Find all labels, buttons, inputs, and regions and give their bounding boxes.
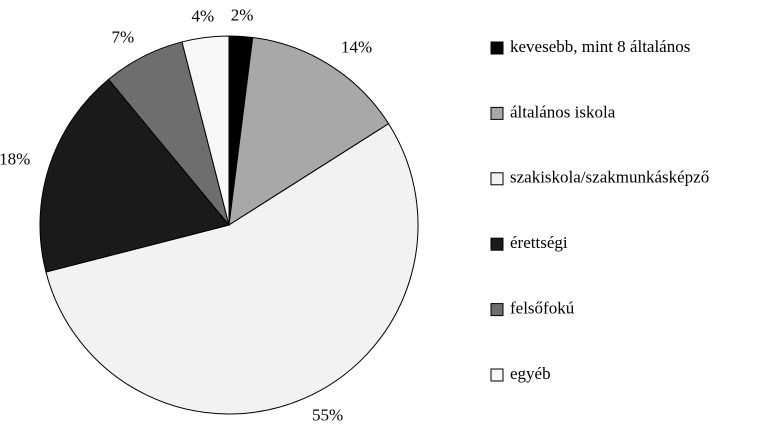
legend-label: általános iskola: [510, 102, 616, 121]
data-label: 55%: [312, 406, 343, 425]
data-label: 2%: [231, 5, 254, 24]
legend-label: érettségi: [510, 233, 568, 252]
data-label: 7%: [111, 28, 134, 47]
legend-swatch: [490, 106, 504, 120]
legend-swatch: [490, 41, 504, 55]
legend-swatch: [490, 368, 504, 382]
legend-label: kevesebb, mint 8 általános: [510, 37, 690, 56]
legend-swatch: [490, 172, 504, 186]
data-label: 18%: [0, 149, 30, 168]
legend-label: egyéb: [510, 364, 551, 383]
legend-label: felsőfokú: [510, 299, 575, 318]
data-label: 4%: [191, 7, 214, 26]
pie-slice: [181, 35, 230, 226]
data-label: 14%: [341, 37, 372, 56]
pie-slice: [45, 123, 419, 415]
legend-swatch: [490, 237, 504, 251]
legend-label: szakiskola/szakmunkásképző: [510, 168, 709, 187]
legend-swatch: [490, 303, 504, 317]
pie-slice: [228, 36, 390, 226]
pie-slice: [39, 78, 230, 273]
